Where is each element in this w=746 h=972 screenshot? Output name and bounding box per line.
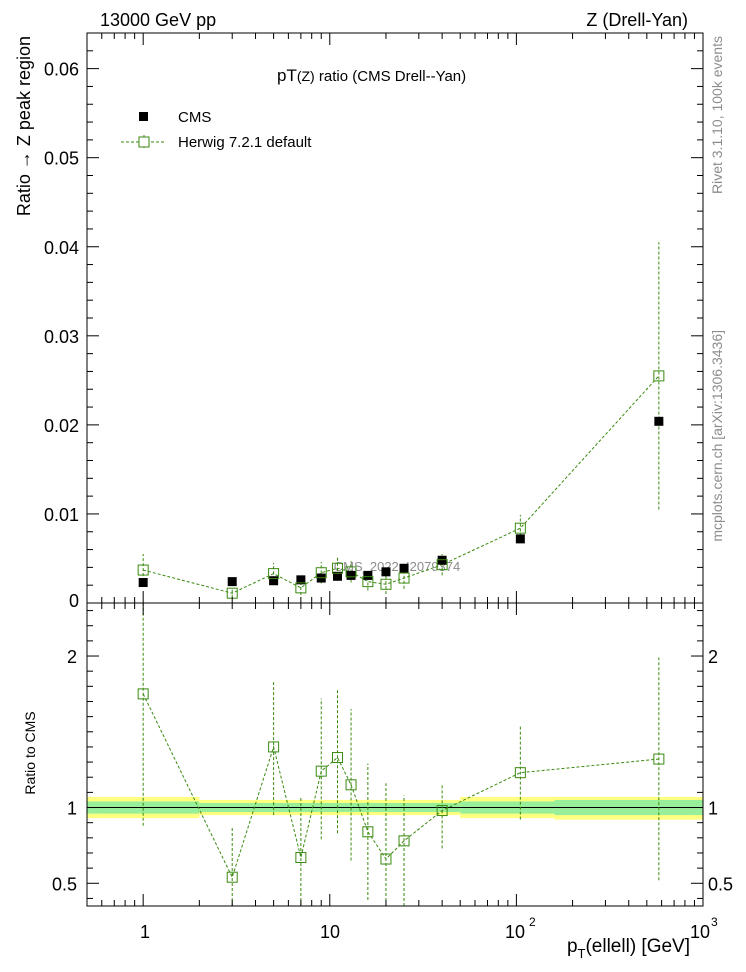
ratio-frame	[86, 602, 704, 907]
main-ytick-label: 0.01	[44, 505, 79, 525]
herwig-point	[362, 576, 374, 588]
xtick-label-100-exp: 2	[529, 915, 536, 929]
cms-point	[269, 576, 279, 586]
ratio-ytick-label: 2	[67, 647, 77, 667]
cms-point	[296, 575, 306, 585]
xlabel-rest: (ellell) [GeV]	[585, 936, 690, 957]
ratio-reference-bands	[87, 796, 703, 820]
herwig-point	[514, 522, 526, 534]
xlabel: pT(ellell) [GeV]	[567, 936, 690, 961]
ratio-ytick-label-right: 2	[708, 647, 718, 667]
main-axis-ticks	[86, 32, 704, 604]
ratio-line	[142, 693, 659, 879]
cms-point	[381, 567, 391, 577]
ratio-ytick-label-right: 0.5	[708, 874, 733, 894]
herwig-point	[315, 567, 327, 579]
ratio-ytick-label: 1	[67, 799, 77, 819]
herwig-point	[137, 564, 149, 576]
legend: CMS Herwig 7.2.1 default	[121, 109, 312, 151]
xtick-label-1000-base: 10	[690, 922, 710, 942]
legend-cms-marker	[139, 112, 148, 121]
chart-title-main: pT	[277, 66, 297, 85]
main-ytick-label: 0.05	[44, 149, 79, 169]
herwig-point	[398, 572, 410, 584]
cms-point	[437, 555, 447, 565]
ratio-point	[268, 741, 280, 753]
main-ylabel: Ratio → Z peak region	[14, 36, 34, 216]
herwig-point	[653, 370, 665, 382]
ratio-point	[315, 765, 327, 777]
cms-point	[399, 563, 409, 573]
ratio-point	[653, 753, 665, 765]
ratio-series	[137, 603, 665, 906]
cms-point	[227, 577, 237, 587]
chart-title: pT(Z) ratio (CMS Drell--Yan)	[277, 66, 466, 85]
legend-herwig-label: Herwig 7.2.1 default	[178, 134, 312, 151]
main-ytick-label: 0.02	[44, 416, 79, 436]
ratio-point	[514, 767, 526, 779]
herwig-point	[436, 559, 448, 571]
herwig-point	[332, 562, 344, 574]
herwig-point	[380, 578, 392, 590]
header-left: 13000 GeV pp	[100, 10, 216, 30]
ratio-point	[398, 835, 410, 847]
herwig-point	[268, 568, 280, 580]
xlabel-main: p	[567, 936, 578, 957]
legend-cms-label: CMS	[178, 109, 211, 126]
xtick-label-1: 1	[140, 922, 150, 942]
cms-point	[654, 416, 664, 426]
xtick-label-1000-exp: 3	[711, 915, 718, 929]
cms-point	[333, 571, 343, 581]
ratio-point	[362, 826, 374, 838]
watermark: CMS_2022_I2079374	[334, 559, 461, 574]
ratio-point	[345, 779, 357, 791]
ratio-point	[226, 871, 238, 883]
ratio-ytick-label: 0.5	[52, 874, 77, 894]
main-ytick-label: 0.06	[44, 60, 79, 80]
xtick-label-10: 10	[320, 922, 340, 942]
cms-point	[138, 578, 148, 588]
main-ytick-label: 0	[69, 591, 79, 611]
main-ytick-label: 0.03	[44, 327, 79, 347]
legend-herwig-marker	[138, 136, 150, 148]
xtick-label-100-base: 10	[505, 922, 525, 942]
cms-point	[363, 570, 373, 580]
main-series	[137, 242, 665, 599]
ratio-point	[332, 752, 344, 764]
ratio-point	[295, 852, 307, 864]
ratio-point	[137, 688, 149, 700]
xlabel-sub: T	[578, 946, 586, 961]
ratio-ylabel: Ratio to CMS	[22, 711, 38, 794]
herwig-point	[295, 582, 307, 594]
chart-title-paren: (Z)	[297, 68, 315, 84]
header-right: Z (Drell-Yan)	[586, 10, 688, 30]
cms-point	[515, 534, 525, 544]
rivet-label: Rivet 3.1.10, 100k events	[709, 36, 725, 194]
ratio-ytick-label-right: 1	[708, 799, 718, 819]
main-ytick-label: 0.04	[44, 238, 79, 258]
main-ytick-labels: 0 0.01 0.02 0.03 0.04 0.05 0.06	[44, 60, 79, 611]
ratio-point	[436, 805, 448, 817]
mcplots-label: mcplots.cern.ch [arXiv:1306.3436]	[709, 330, 725, 542]
cms-point	[346, 570, 356, 580]
herwig-point	[345, 566, 357, 578]
chart-title-rest: ratio (CMS Drell--Yan)	[315, 68, 466, 85]
ratio-ytick-labels: 0.5 0.5 1 1 2 2	[52, 647, 733, 894]
ratio-axis-ticks	[86, 603, 703, 906]
ratio-point	[380, 853, 392, 865]
